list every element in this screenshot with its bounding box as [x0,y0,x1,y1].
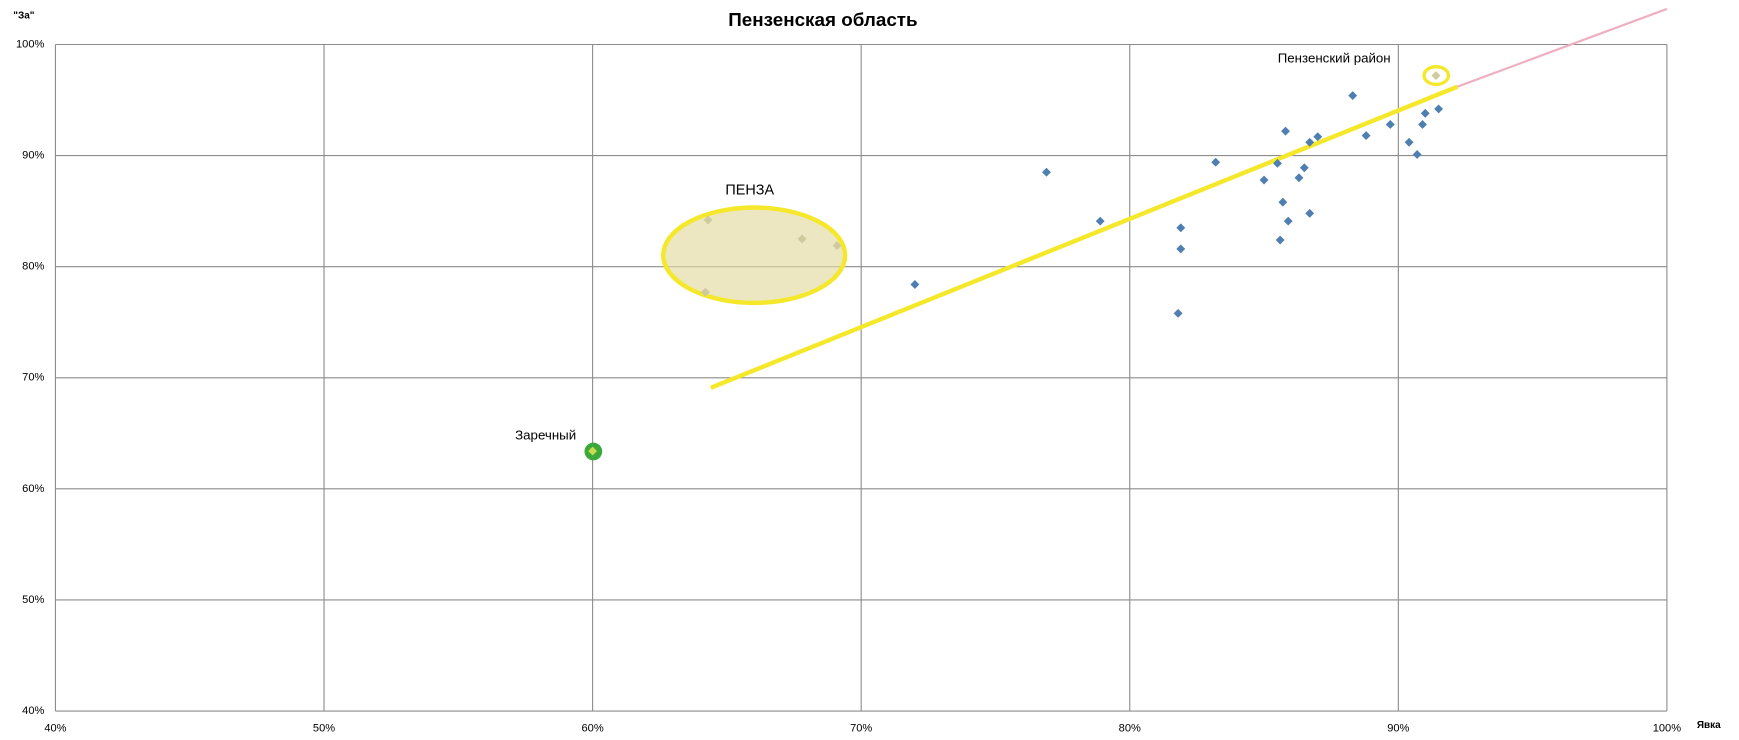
y-axis-label: "За" [13,10,35,21]
data-point [1305,137,1315,147]
x-tick-label: 100% [1653,723,1681,735]
y-tick-label: 100% [16,38,44,50]
x-tick-label: 60% [582,723,604,735]
data-point [832,241,842,251]
data-point [1385,120,1395,129]
annotation: Пензенский район [1278,50,1391,65]
data-point [1259,175,1269,185]
chart-title: Пензенская область [728,9,917,30]
data-point [1278,197,1288,207]
y-tick-label: 40% [22,705,44,717]
data-point [1173,308,1183,318]
data-point [1042,167,1051,177]
highlight-ellipse [1422,65,1451,87]
data-point [1275,235,1285,245]
highlight-ellipse [660,205,848,306]
x-axis-label: Явка [1697,720,1721,731]
data-point [1281,126,1290,136]
data-point [1412,150,1422,159]
data-point [1361,131,1371,141]
data-point [1283,216,1293,226]
data-point [1404,137,1414,147]
data-point [1305,208,1315,218]
data-point [910,280,920,289]
data-point [1431,71,1441,81]
trendline [709,84,1459,390]
annotation: ПЕНЗА [725,183,774,199]
data-point [700,287,710,297]
x-tick-label: 40% [44,723,66,735]
data-point [1294,173,1304,183]
y-tick-label: 90% [22,150,44,162]
data-point [1176,244,1186,254]
data-point [1211,157,1221,167]
data-point [588,446,598,456]
x-tick-label: 90% [1387,723,1409,735]
trendline [1457,7,1668,88]
data-point [1418,120,1427,129]
data-point [797,234,807,244]
y-tick-label: 60% [22,483,44,495]
data-point [1434,104,1444,114]
data-point [1273,158,1282,168]
data-point [1348,91,1358,101]
x-tick-label: 70% [850,723,872,735]
x-tick-label: 80% [1119,723,1141,735]
y-tick-label: 80% [22,261,44,273]
data-point [1095,216,1105,226]
grid [54,43,1668,712]
y-tick-label: 70% [22,372,44,384]
data-point [1420,108,1430,118]
annotation: Заречный [515,428,576,443]
x-tick-label: 50% [313,723,335,735]
data-point [1176,223,1186,233]
data-point [1299,163,1309,173]
y-tick-label: 50% [22,594,44,606]
